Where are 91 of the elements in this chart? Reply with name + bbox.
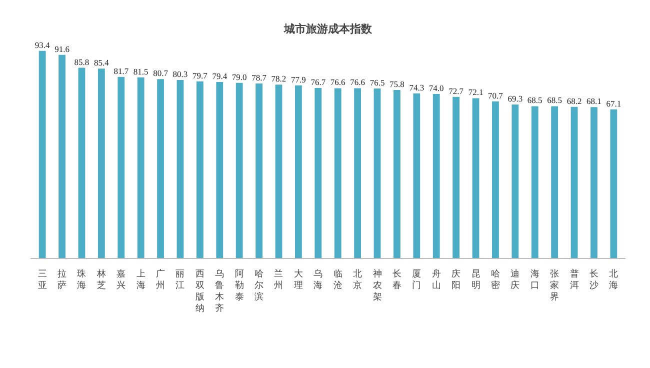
data-label: 75.8 <box>390 79 404 90</box>
bar <box>492 101 499 258</box>
data-label: 91.6 <box>54 44 70 54</box>
bar <box>531 106 538 258</box>
x-tick-label: 阿勒泰 <box>234 270 244 302</box>
bar <box>256 84 262 258</box>
x-tick-label: 庆阳 <box>452 268 461 291</box>
data-label: 74.3 <box>409 82 424 92</box>
bar <box>118 76 125 258</box>
x-tick-label: 拉萨 <box>58 268 67 291</box>
data-label: 80.7 <box>153 68 168 78</box>
bar <box>58 54 66 258</box>
x-tick-label: 林芝 <box>96 268 106 291</box>
data-label: 74.0 <box>428 83 444 94</box>
data-label: 81.7 <box>114 66 129 76</box>
x-tick-label: 乌鲁木齐 <box>215 268 224 314</box>
data-label: 70.7 <box>488 90 503 100</box>
data-label: 79.0 <box>232 72 247 82</box>
x-tick-label: 厦门 <box>412 268 422 291</box>
x-tick-label: 嘉兴 <box>116 268 126 291</box>
x-tick-label: 神农架 <box>372 268 382 302</box>
x-tick-label: 上海 <box>136 268 146 291</box>
bar <box>216 82 224 258</box>
x-tick-label: 珠海 <box>77 268 86 291</box>
x-tick-label: 舟山 <box>432 268 441 291</box>
data-label: 85.4 <box>94 58 110 68</box>
x-tick-label: 哈尔滨 <box>254 268 264 302</box>
x-tick-label: 北京 <box>353 268 362 291</box>
x-tick-label: 大理 <box>294 268 303 291</box>
data-label: 80.3 <box>172 69 188 79</box>
bar <box>610 109 618 258</box>
bar <box>472 98 480 258</box>
x-tick-label: 兰州 <box>274 268 284 291</box>
x-tick-label: 三亚 <box>38 270 47 291</box>
bar <box>551 106 558 258</box>
bar <box>512 104 519 258</box>
data-label: 78.7 <box>252 72 266 83</box>
x-tick-label: 普洱 <box>570 268 579 291</box>
bar <box>176 80 184 258</box>
x-tick-label: 长春 <box>392 268 402 291</box>
chart-title: 城市旅游成本指数 <box>283 22 373 36</box>
bar <box>394 90 400 258</box>
data-label: 68.1 <box>586 96 602 106</box>
data-label: 68.2 <box>566 96 582 106</box>
data-label: 78.2 <box>271 74 286 84</box>
bar <box>157 79 164 258</box>
x-tick-label: 昆明 <box>471 268 480 291</box>
data-label: 77.9 <box>291 74 306 84</box>
bar <box>196 81 204 258</box>
x-tick-label: 北海 <box>609 268 618 291</box>
bar <box>78 68 86 258</box>
bar <box>98 68 105 258</box>
data-label: 68.5 <box>527 95 542 106</box>
data-label: 72.1 <box>468 87 484 98</box>
data-label: 76.6 <box>330 77 346 88</box>
x-tick-label: 乌海 <box>314 268 323 291</box>
x-tick-label: 海口 <box>530 268 540 291</box>
data-label: 76.5 <box>370 77 385 88</box>
data-label: 72.7 <box>448 86 464 96</box>
data-label: 85.8 <box>74 56 90 67</box>
bar <box>374 88 381 258</box>
bar <box>590 107 598 258</box>
data-label: 68.5 <box>547 95 562 106</box>
bar <box>314 88 322 258</box>
x-tick-label: 张家界 <box>550 268 560 302</box>
data-label: 79.7 <box>192 70 208 80</box>
bar <box>295 85 302 258</box>
x-tick-label: 哈密 <box>490 268 500 291</box>
bar <box>452 96 460 258</box>
data-label: 67.1 <box>606 98 622 108</box>
data-label: 79.4 <box>212 71 228 81</box>
bar <box>570 106 578 258</box>
data-label: 76.6 <box>350 77 365 88</box>
data-label: 81.5 <box>133 66 148 76</box>
x-tick-label: 迪庆 <box>510 268 520 291</box>
data-label: 93.4 <box>34 40 51 50</box>
x-tick-label: 西双版纳 <box>195 270 204 314</box>
data-label: 69.3 <box>508 93 523 104</box>
x-tick-label: 长沙 <box>589 268 598 291</box>
x-tick-label: 广州 <box>156 268 166 291</box>
x-tick-label: 临沧 <box>333 268 342 291</box>
data-label: 76.7 <box>310 77 326 88</box>
bar <box>275 84 282 258</box>
bar <box>236 82 243 258</box>
bar <box>38 50 46 258</box>
bar <box>432 94 440 258</box>
bar <box>334 88 342 258</box>
bar <box>354 88 361 258</box>
bar <box>413 93 420 258</box>
x-tick-label: 丽江 <box>176 270 185 291</box>
bar <box>137 77 144 258</box>
